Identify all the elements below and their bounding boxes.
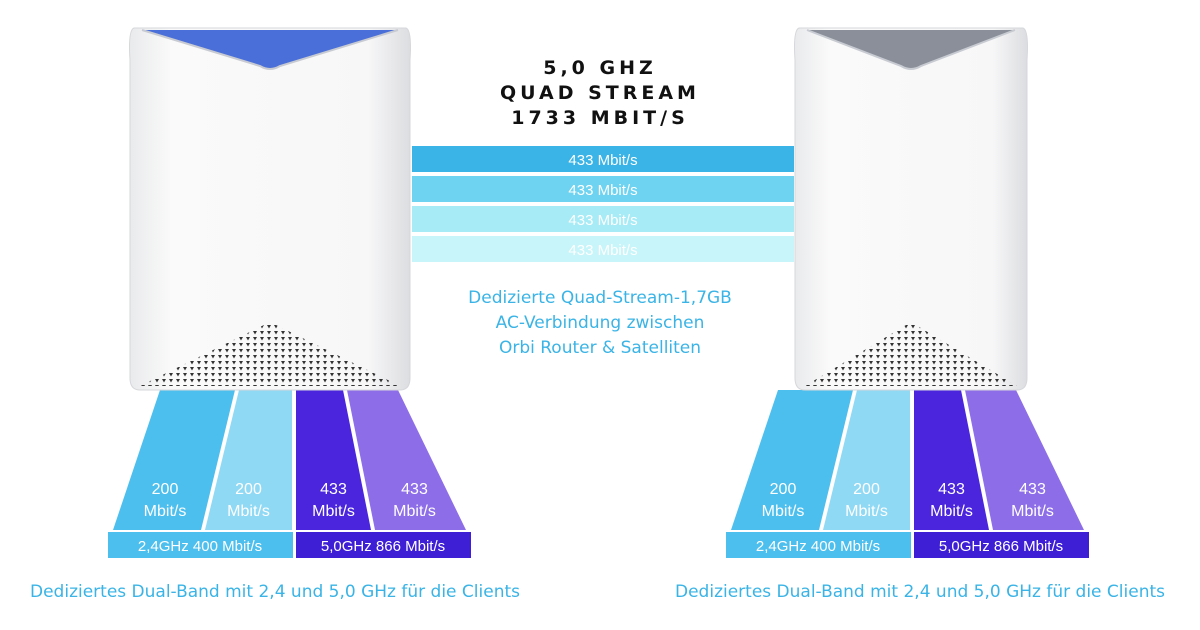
band-unit: Mbit/s [144,503,187,520]
band-unit: Mbit/s [845,503,888,520]
band-total-label: 2,4GHz 400 Mbit/s [756,538,880,555]
band-value: 433 [401,481,428,498]
heading-line: 5,0 GHZ [543,57,657,79]
stream-label: 433 Mbit/s [568,182,637,199]
router-device: 200 Mbit/s 200 Mbit/s 433 Mbit/s 433 Mbit/s 2,4G… [108,27,471,558]
band-unit: Mbit/s [930,503,973,520]
stream-label: 433 Mbit/s [568,242,637,259]
band-total-24ghz [108,532,293,558]
band-value: 200 [152,481,179,498]
band-segment [347,390,466,530]
stream-bar [412,176,794,202]
band-segment [296,390,371,530]
band-total-24ghz [726,532,911,558]
band-segment [205,390,292,530]
device-body [129,27,411,391]
satellite-caption: Dediziertes Dual-Band mit 2,4 und 5,0 GH… [675,582,1165,602]
heading-line: 1733 MBIT/S [511,107,689,129]
band-unit: Mbit/s [227,503,270,520]
stream-label: 433 Mbit/s [568,152,637,169]
band-value: 200 [770,481,797,498]
heading-line: QUAD STREAM [500,82,700,104]
band-segment [914,390,989,530]
band-value: 433 [1019,481,1046,498]
stream-label: 433 Mbit/s [568,212,637,229]
device-top-cap [807,30,1015,69]
stream-bar [412,206,794,232]
description-line: Orbi Router & Satelliten [498,338,702,358]
band-value: 200 [853,481,880,498]
speaker-grille [140,322,400,386]
band-unit: Mbit/s [393,503,436,520]
band-segment [113,390,235,530]
backhaul-heading: 5,0 GHZ QUAD STREAM 1733 MBIT/S [420,56,780,131]
band-value: 433 [320,481,347,498]
band-segment [965,390,1084,530]
speaker-grille [805,322,1017,386]
backhaul-streams: 433 Mbit/s 433 Mbit/s 433 Mbit/s 433 Mbit/s [412,146,794,262]
device-top-cap [142,30,398,69]
router-caption: Dediziertes Dual-Band mit 2,4 und 5,0 GH… [30,582,520,602]
band-segment [731,390,853,530]
satellite-device: 200 Mbit/s 200 Mbit/s 433 Mbit/s 433 Mbit/s 2,4G… [726,27,1089,558]
description-line: AC-Verbindung zwischen [495,313,705,333]
stream-bar [412,236,794,262]
band-total-label: 2,4GHz 400 Mbit/s [138,538,262,555]
band-unit: Mbit/s [1011,503,1054,520]
band-total-5ghz [296,532,471,558]
band-unit: Mbit/s [762,503,805,520]
band-unit: Mbit/s [312,503,355,520]
band-total-label: 5,0GHz 866 Mbit/s [321,538,445,555]
band-value: 200 [235,481,262,498]
description-line: Dedizierte Quad-Stream-1,7GB [468,288,732,308]
band-total-label: 5,0GHz 866 Mbit/s [939,538,1063,555]
band-segment [823,390,910,530]
stream-bar [412,146,794,172]
band-total-5ghz [914,532,1089,558]
device-body [794,27,1028,391]
backhaul-description: Dedizierte Quad-Stream-1,7GB AC-Verbindu… [400,286,800,361]
band-value: 433 [938,481,965,498]
